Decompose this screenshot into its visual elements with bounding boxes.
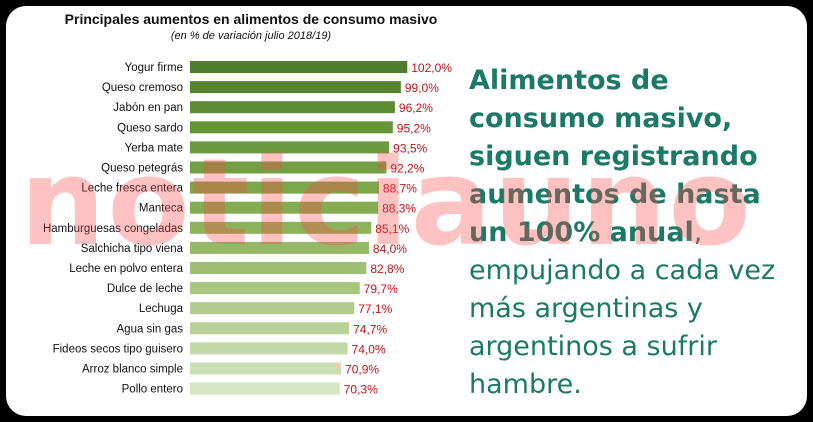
- bar: [190, 201, 379, 214]
- card: Principales aumentos en alimentos de con…: [6, 6, 807, 416]
- category-label: Arroz blanco simple: [82, 364, 183, 376]
- category-label: Hamburguesas congeladas: [43, 223, 183, 235]
- value-label: 70,9%: [345, 363, 379, 377]
- bar: [190, 362, 342, 375]
- category-label: Salchicha tipo viena: [81, 243, 184, 255]
- category-label: Queso sardo: [117, 122, 183, 134]
- category-label: Dulce de leche: [107, 283, 183, 295]
- value-label: 92,2%: [390, 162, 424, 176]
- bar: [190, 61, 408, 73]
- value-label: 82,8%: [370, 262, 404, 276]
- bar: [190, 141, 390, 154]
- category-label: Yogur firme: [125, 62, 183, 74]
- category-label: Leche en polvo entera: [69, 263, 183, 275]
- category-label: Manteca: [139, 203, 184, 215]
- bar-chart: Yogur firme 102,0% Queso cremoso 99,0% Jabón…: [43, 61, 452, 397]
- chart-title: Principales aumentos en alimentos de con…: [64, 11, 438, 27]
- value-label: 79,7%: [364, 282, 398, 296]
- category-label: Pollo entero: [122, 384, 183, 396]
- bar: [190, 101, 395, 114]
- value-label: 99,0%: [405, 81, 439, 95]
- headline-bold: Alimentos de consumo masivo, siguen regi…: [469, 65, 761, 248]
- chart-subtitle: (en % de variación julio 2018/19): [170, 30, 332, 42]
- value-label: 88,7%: [383, 182, 417, 196]
- category-label: Agua sin gas: [117, 323, 184, 335]
- value-label: 85,1%: [375, 222, 409, 236]
- value-label: 84,0%: [373, 242, 407, 256]
- headline-regular: , empujando a cada vez más argentinas y …: [469, 217, 776, 400]
- bar: [190, 382, 340, 395]
- value-label: 74,0%: [352, 342, 386, 356]
- bar: [190, 221, 372, 234]
- value-label: 70,3%: [344, 383, 378, 397]
- bar: [190, 81, 401, 94]
- category-label: Fideos secos tipo guisero: [53, 343, 183, 355]
- value-label: 74,7%: [353, 322, 387, 336]
- bar: [190, 241, 369, 254]
- bar: [190, 262, 367, 274]
- bar: [190, 121, 393, 134]
- bar: [190, 282, 360, 295]
- value-label: 95,2%: [397, 121, 431, 135]
- category-label: Queso cremoso: [102, 82, 183, 94]
- value-label: 96,2%: [399, 101, 433, 115]
- category-label: Leche fresca entera: [81, 183, 183, 195]
- value-label: 93,5%: [393, 141, 427, 155]
- category-label: Queso petegrás: [101, 163, 183, 175]
- bar: [190, 302, 355, 315]
- headline-text: Alimentos de consumo masivo, siguen regi…: [469, 62, 799, 404]
- category-label: Jabón en pan: [113, 102, 183, 114]
- category-label: Yerba mate: [125, 142, 183, 154]
- bar: [190, 181, 379, 194]
- bar: [190, 322, 350, 335]
- value-label: 88,3%: [382, 202, 416, 216]
- value-label: 102,0%: [411, 61, 452, 75]
- value-label: 77,1%: [358, 302, 392, 316]
- category-label: Lechuga: [139, 303, 184, 315]
- bar: [190, 342, 348, 355]
- bar: [190, 161, 387, 174]
